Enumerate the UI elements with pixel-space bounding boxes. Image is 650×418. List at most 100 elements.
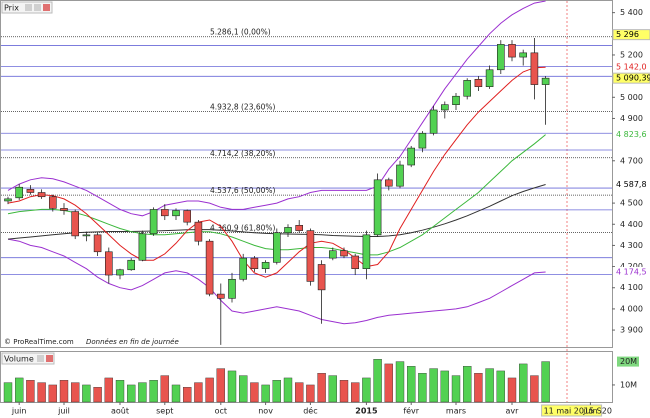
volume-bar [440, 370, 449, 403]
volume-bar [384, 363, 393, 403]
icon[interactable] [25, 4, 32, 11]
y-tick-label: 4 000 [620, 304, 643, 313]
volume-bar [149, 380, 158, 403]
volume-bar [395, 361, 405, 403]
candle-body [519, 52, 528, 58]
volume-bar [317, 373, 326, 403]
icon[interactable] [34, 4, 41, 11]
x-tick-label: avr [506, 407, 520, 416]
volume-bar [82, 384, 91, 403]
price-tag-label: 4 174,5 [616, 267, 647, 276]
volume-tag [617, 356, 639, 367]
x-tick-label: févr [403, 406, 419, 416]
x-tick-label: juin [582, 407, 598, 416]
volume-bar [115, 380, 125, 403]
price-tag-label: 4 823,6 [616, 130, 647, 139]
volume-bar [306, 384, 315, 403]
volume-bar [194, 382, 203, 403]
volume-bar [351, 382, 360, 403]
candle-body [396, 164, 404, 187]
x-tick-label: nov [258, 407, 273, 416]
volume-bar [238, 375, 248, 403]
candle-body [161, 209, 169, 217]
volume-bar [26, 380, 35, 403]
candle-body [508, 44, 516, 58]
volume-title: Volume [4, 355, 34, 364]
candle-body [474, 78, 483, 88]
volume-panel [0, 351, 613, 403]
volume-bar [272, 380, 281, 403]
x-tick-label: juil [57, 407, 70, 416]
candle-body [105, 251, 113, 276]
price-tag [612, 29, 650, 41]
candle-body [541, 77, 550, 85]
volume-bar [451, 375, 461, 403]
volume-bar [530, 375, 539, 403]
x-label-highlight [541, 404, 603, 417]
icon[interactable] [43, 4, 50, 11]
candle-body [172, 210, 180, 217]
candle-body [340, 250, 348, 257]
volume-bar [463, 366, 472, 403]
fib-label: 5.286,1 (0,00%) [210, 28, 271, 37]
candle-body [239, 257, 247, 280]
panel-title: Prix [4, 4, 19, 13]
candle-body [194, 221, 203, 242]
volume-bar [339, 380, 349, 403]
note: Données en fin de journée [86, 338, 179, 346]
candle-body [183, 210, 191, 223]
volume-bar [407, 366, 416, 403]
candle-body [82, 234, 91, 237]
y-tick-label: 4 200 [620, 262, 643, 271]
y-tick-label: 4 300 [620, 241, 643, 250]
candle-body [429, 109, 438, 134]
y-tick-label: 4 900 [620, 114, 643, 123]
candle-body [149, 209, 158, 235]
volume-bar [373, 359, 382, 403]
volume-bar [418, 373, 427, 403]
candle-body [284, 227, 292, 234]
volume-bar [160, 375, 170, 403]
volume-bar [37, 382, 46, 403]
candle-body [272, 232, 281, 263]
candle-body [440, 104, 449, 111]
price-panel [0, 0, 613, 348]
candle-body [306, 230, 315, 282]
source: © ProRealTime.com [4, 338, 74, 346]
volume-bar [126, 384, 136, 403]
icon[interactable] [37, 355, 44, 362]
candle-body [418, 132, 427, 149]
volume-bar [328, 375, 337, 403]
volume-bar [507, 377, 517, 403]
candle-body [228, 278, 236, 299]
volume-bar [70, 382, 80, 403]
candle-body [15, 186, 23, 199]
fib-label: 4.932,8 (23,60%) [210, 103, 276, 112]
volume-bar [171, 384, 181, 403]
volume-bar [104, 377, 114, 403]
volume-bar [138, 382, 147, 403]
volume-bar [485, 368, 494, 403]
y-tick-label: 5 200 [620, 50, 643, 59]
x-tick-label: déc [303, 406, 317, 416]
volume-tick-label: 10M [620, 380, 637, 389]
price-tag-label: 5 142,0 [616, 63, 647, 72]
volume-bar [474, 373, 483, 403]
candle-body [407, 147, 416, 166]
icon[interactable] [46, 355, 53, 362]
volume-bar [362, 377, 371, 403]
y-tick-label: 4 500 [620, 199, 643, 208]
indicator-line [7, 0, 546, 217]
indicator-line [7, 66, 546, 278]
x-tick-label: oct [215, 407, 227, 416]
candle-body [60, 208, 68, 211]
candle-body [351, 255, 360, 270]
volume-bar [227, 370, 237, 403]
candle-body [530, 52, 539, 85]
volume-bar [295, 382, 304, 403]
volume-bar [48, 384, 57, 403]
x-tick-label: 11 mai 2015 S20 [544, 407, 612, 416]
fib-label: 4.714,2 (38,20%) [210, 149, 276, 158]
